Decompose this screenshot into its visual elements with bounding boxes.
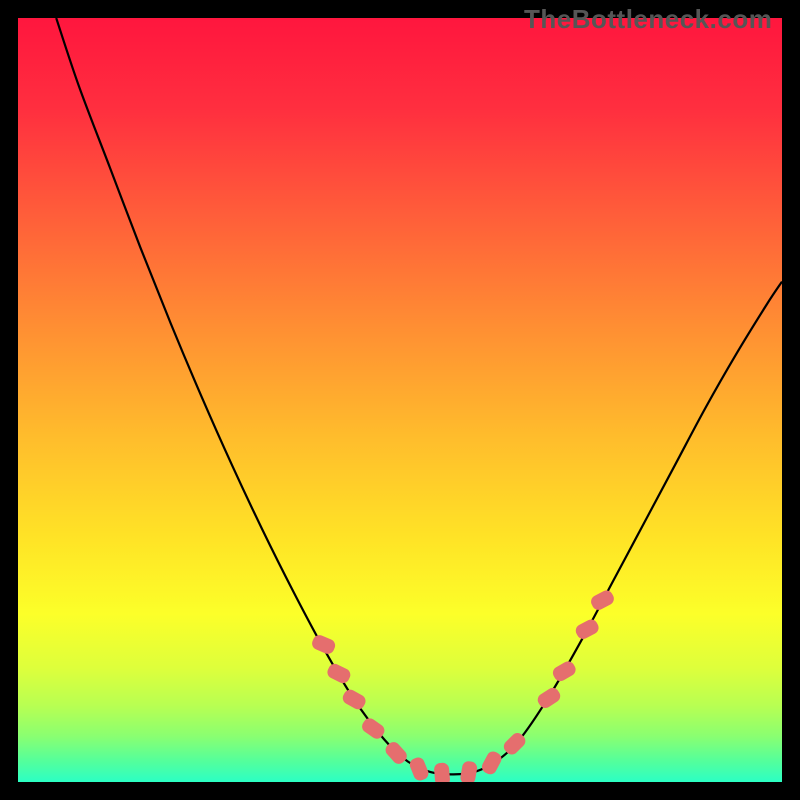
chart-frame xyxy=(18,18,782,782)
chart-background xyxy=(18,18,782,782)
curve-marker xyxy=(434,763,450,782)
plot-area xyxy=(18,18,782,782)
chart-svg xyxy=(18,18,782,782)
watermark-text: TheBottleneck.com xyxy=(524,4,772,35)
